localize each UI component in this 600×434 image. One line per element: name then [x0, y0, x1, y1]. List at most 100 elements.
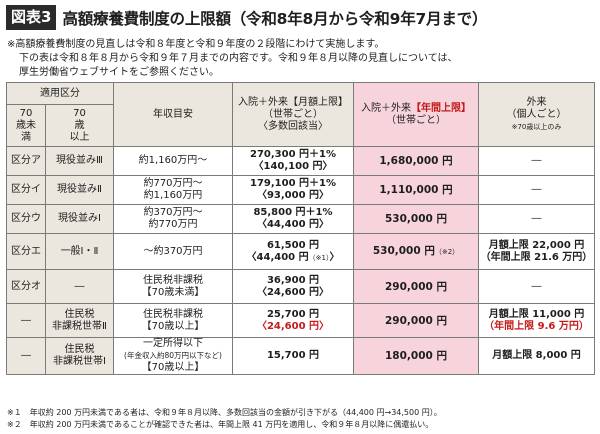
cell-outpatient: ―	[478, 146, 595, 176]
cell-monthly-l2: 〈140,100 円〉	[253, 161, 333, 172]
cell-monthly-l2-end: 〉	[329, 251, 340, 263]
footnote-2: ※２ 年収約 200 万円未満であることが確認できた者は、年間上限 41 万円を…	[7, 420, 434, 429]
cell-income-l1: 約370万円～	[143, 207, 203, 218]
cell-income-l3: 【70歳以上】	[141, 362, 205, 373]
cell-monthly-l1: 270,300 円＋1%	[249, 149, 336, 160]
figure-badge: 図表3	[6, 5, 57, 30]
intro-line-3: 厚生労働省ウェブサイトをご参照ください。	[19, 67, 219, 78]
cell-monthly-l2: 〈24,600 円〉	[256, 320, 330, 332]
cell-annual: 290,000 円	[353, 269, 479, 304]
header-annual-l1: 入院＋外来【年間上限】	[354, 103, 478, 115]
header-annual: 入院＋外来【年間上限】 （世帯ごと）	[353, 82, 479, 147]
cell-over70: 住民税 非課税世帯Ⅰ	[45, 337, 114, 375]
cell-over70-l1: 住民税	[64, 344, 95, 355]
cell-income: 約770万円～ 約1,160万円	[113, 175, 233, 205]
footnote-mark-1: （※1）	[308, 253, 330, 262]
header-monthly-l1: 入院＋外来【月額上限】	[238, 96, 348, 108]
table-row: ― 住民税 非課税世帯Ⅰ 一定所得以下 (年金収入約80万円以下など) 【70歳…	[6, 337, 595, 375]
cell-income: 約1,160万円～	[113, 146, 233, 176]
cell-outpatient: ―	[478, 269, 595, 304]
cell-outpatient-l2: （年間上限 9.6 万円）	[484, 320, 589, 332]
cell-over70: 住民税 非課税世帯Ⅱ	[45, 303, 114, 338]
cell-outpatient: ―	[478, 175, 595, 205]
cell-annual: 1,680,000 円	[353, 146, 479, 176]
cell-over70: ―	[45, 269, 114, 304]
cell-monthly-l1: 25,700 円	[266, 308, 320, 320]
cell-income: 住民税非課税 【70歳未満】	[113, 269, 233, 304]
cell-monthly: 25,700 円 〈24,600 円〉	[232, 303, 354, 338]
cell-under70: 区分ア	[6, 146, 46, 176]
cell-under70: 区分オ	[6, 269, 46, 304]
cell-outpatient-l1: 月額上限 22,000 円	[488, 239, 585, 251]
cell-outpatient-l2: （年間上限 21.6 万円）	[480, 251, 593, 263]
cell-over70: 現役並みⅢ	[45, 146, 114, 176]
cell-monthly-l2: 〈93,000 円〉	[256, 190, 330, 201]
cell-income: 約370万円～ 約770万円	[113, 204, 233, 234]
header-category-group: 適用区分	[6, 82, 114, 105]
cell-outpatient: ―	[478, 204, 595, 234]
cell-monthly-l1: 179,100 円＋1%	[249, 178, 336, 189]
cell-under70: 区分ウ	[6, 204, 46, 234]
cell-monthly-l1: 61,500 円	[266, 239, 320, 251]
cell-monthly: 85,800 円＋1% 〈44,400 円〉	[232, 204, 354, 234]
cell-annual: 290,000 円	[353, 303, 479, 338]
cell-income-l2: (年金収入約80万円以下など)	[124, 351, 222, 360]
header-outpatient-l3: ※70歳以上のみ	[511, 122, 562, 131]
header-annual-l2: （世帯ごと）	[386, 114, 446, 126]
cell-monthly: 15,700 円	[232, 337, 354, 375]
intro-line-1: ※高額療養費制度の見直しは令和８年度と令和９年度の２段階にわけて実施します。	[7, 39, 385, 50]
header-monthly: 入院＋外来【月額上限】 （世帯ごと） 〈多数回該当〉	[232, 82, 354, 147]
cell-over70-l1: 住民税	[64, 308, 95, 320]
header-outpatient-l2: （個人ごと）	[506, 108, 567, 120]
cell-monthly-l2: 〈44,400 円〉	[256, 219, 330, 230]
cell-outpatient-l1: 月額上限 11,000 円	[488, 308, 585, 320]
header-outpatient-l1: 外来	[526, 96, 547, 108]
cell-under70: 区分エ	[6, 233, 46, 270]
table-row: 区分ウ 現役並みⅠ 約370万円～ 約770万円 85,800 円＋1% 〈44…	[6, 204, 595, 234]
table-row: 区分エ 一般Ⅰ・Ⅱ ～約370万円 61,500 円 〈44,400 円（※1）…	[6, 233, 595, 270]
cell-income-l2: 約1,160万円	[143, 190, 203, 201]
footnote-1: ※１ 年収約 200 万円未満である者は、令和９年８月以降、多数回該当の金額が引…	[7, 408, 442, 417]
cell-under70: ―	[6, 337, 46, 375]
intro-line-2: 下の表は令和８年８月から令和９年７月までの内容です。令和９年８月以降の見直しにつ…	[19, 53, 458, 64]
cell-monthly-l2-value: 〈44,400 円	[246, 251, 309, 263]
cell-monthly-l2: 〈44,400 円（※1）〉	[233, 252, 353, 264]
table-row: 区分オ ― 住民税非課税 【70歳未満】 36,900 円 〈24,600 円〉…	[6, 269, 595, 304]
cell-income: 住民税非課税 【70歳以上】	[113, 303, 233, 338]
cell-income-l1: 住民税非課税	[143, 274, 203, 286]
intro-text: ※高額療養費制度の見直しは令和８年度と令和９年度の２段階にわけて実施します。 下…	[7, 38, 595, 80]
cell-income: ～約370万円	[113, 233, 233, 270]
header-monthly-l2: （世帯ごと）	[263, 108, 323, 120]
cell-income: 一定所得以下 (年金収入約80万円以下など) 【70歳以上】	[113, 337, 233, 375]
cell-annual-value: 530,000 円	[372, 245, 435, 257]
cell-income-l2: 【70歳未満】	[141, 286, 205, 298]
table-row: 区分ア 現役並みⅢ 約1,160万円～ 270,300 円＋1% 〈140,10…	[6, 146, 595, 176]
cell-outpatient: 月額上限 22,000 円 （年間上限 21.6 万円）	[478, 233, 595, 270]
cell-income-l1: 約770万円～	[143, 178, 203, 189]
table-row: 区分イ 現役並みⅡ 約770万円～ 約1,160万円 179,100 円＋1% …	[6, 175, 595, 205]
cell-monthly-l1: 36,900 円	[266, 274, 320, 286]
cell-income-l2: 約770万円	[148, 219, 198, 230]
cell-annual: 180,000 円	[353, 337, 479, 375]
limit-table: 適用区分 年収目安 入院＋外来【月額上限】 （世帯ごと） 〈多数回該当〉 入院＋…	[6, 82, 595, 375]
header-over70: 70 歳 以上	[45, 104, 114, 147]
cell-over70: 現役並みⅠ	[45, 204, 114, 234]
cell-monthly: 179,100 円＋1% 〈93,000 円〉	[232, 175, 354, 205]
cell-monthly: 61,500 円 〈44,400 円（※1）〉	[232, 233, 354, 270]
cell-over70-l2: 非課税世帯Ⅱ	[52, 320, 107, 332]
header-income: 年収目安	[113, 82, 233, 147]
cell-income-l2: 【70歳以上】	[141, 320, 205, 332]
table-row: ― 住民税 非課税世帯Ⅱ 住民税非課税 【70歳以上】 25,700 円 〈24…	[6, 303, 595, 338]
footnotes: ※１ 年収約 200 万円未満である者は、令和９年８月以降、多数回該当の金額が引…	[7, 407, 595, 431]
cell-over70: 現役並みⅡ	[45, 175, 114, 205]
cell-annual: 530,000 円（※2）	[353, 233, 479, 270]
header-annual-l1b: 【年間上限】	[411, 102, 471, 114]
cell-monthly-l2: 〈24,600 円〉	[256, 286, 330, 298]
header-annual-l1a: 入院＋外来	[361, 102, 411, 114]
cell-monthly-l1: 85,800 円＋1%	[253, 207, 333, 218]
footnote-mark-2: （※2）	[434, 248, 460, 256]
table-header-row: 適用区分 年収目安 入院＋外来【月額上限】 （世帯ごと） 〈多数回該当〉 入院＋…	[6, 82, 595, 147]
cell-under70: ―	[6, 303, 46, 338]
title-row: 図表3 高額療養費制度の上限額（令和8年8月から令和9年7月まで）	[6, 5, 487, 30]
